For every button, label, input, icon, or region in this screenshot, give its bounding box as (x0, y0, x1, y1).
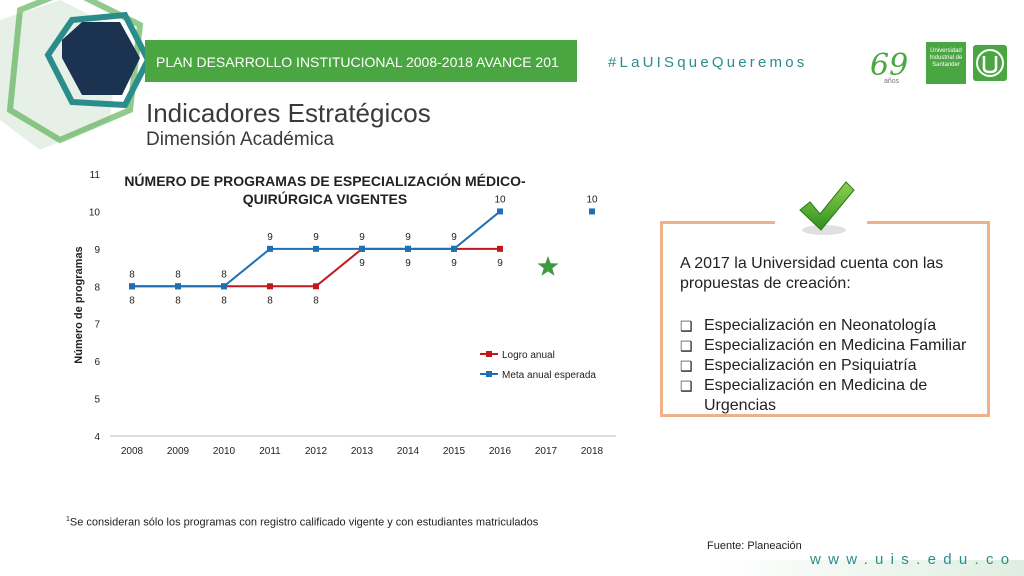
checkbox-icon: ❑ (680, 338, 693, 354)
chart-title: NÚMERO DE PROGRAMAS DE ESPECIALIZACIÓN M… (124, 173, 526, 207)
y-tick-label: 11 (90, 170, 101, 181)
card-list-item-label: Especialización en Medicina Familiar (704, 337, 967, 354)
x-tick-label: 2018 (581, 446, 604, 457)
svg-text:69: 69 (870, 48, 908, 83)
x-tick-label: 2014 (397, 446, 420, 457)
hashtag: #LaUISqueQueremos (608, 54, 808, 71)
data-point-meta (221, 283, 227, 290)
data-label-logro: 8 (313, 295, 319, 306)
data-label-logro: 9 (451, 258, 457, 269)
anniversary-logo: 69 (870, 48, 908, 83)
card-list: ❑ Especialización en Neonatología ❑ Especia… (680, 316, 990, 416)
data-label-logro: 8 (129, 295, 135, 306)
data-label-meta: 8 (221, 269, 227, 280)
anniversary-logo-text: años (884, 78, 900, 85)
footnote-text: Se consideran sólo los programas con reg… (69, 516, 539, 529)
data-label-logro: 8 (175, 295, 181, 306)
data-label-meta: 9 (359, 232, 365, 243)
data-point-meta (175, 283, 181, 290)
uis-seal-logo (973, 45, 1007, 81)
info-card (660, 221, 990, 417)
star-marker (537, 255, 559, 276)
y-tick-label: 5 (94, 395, 100, 406)
card-list-item-label: Especialización en Psiquiatría (704, 357, 917, 374)
checkmark-icon (799, 181, 855, 235)
data-label-meta: 9 (451, 232, 457, 243)
data-label-meta: 9 (405, 232, 411, 243)
data-point-logro (497, 245, 503, 252)
data-label-meta: 9 (267, 232, 273, 243)
card-list-item: ❑ Especialización en Psiquiatría (680, 356, 990, 376)
x-tick-label: 2015 (443, 446, 466, 457)
x-tick-label: 2009 (167, 446, 190, 457)
hexagon-decoration (0, 0, 152, 150)
data-point-meta (313, 245, 319, 252)
data-point-meta (451, 245, 457, 252)
data-label-logro: 9 (405, 258, 411, 269)
series-line-logro (132, 247, 500, 288)
x-tick-label: 2012 (305, 446, 328, 457)
page-subtitle: Dimensión Académica (146, 129, 334, 150)
x-tick-label: 2016 (489, 446, 512, 457)
checkbox-icon: ❑ (680, 358, 693, 374)
legend-swatch-marker-logro (486, 351, 492, 357)
legend-label-meta: Meta anual esperada (502, 370, 596, 381)
y-tick-label: 9 (94, 245, 100, 256)
data-point-meta (267, 245, 273, 252)
data-label-meta: 8 (175, 269, 181, 280)
data-point-meta (405, 245, 411, 252)
x-tick-label: 2008 (121, 446, 144, 457)
checkbox-icon: ❑ (680, 378, 693, 394)
page-title: Indicadores Estratégicos (146, 98, 431, 128)
data-label-logro: 8 (221, 295, 227, 306)
x-tick-label: 2011 (259, 446, 281, 457)
data-label-meta: 9 (313, 232, 319, 243)
data-label-logro: 8 (267, 295, 273, 306)
card-list-item-label: Especialización en Medicina de Urgencias (704, 377, 928, 414)
website-url: www.uis.edu.co (810, 551, 1017, 568)
data-point-meta (359, 245, 365, 252)
y-tick-label: 6 (94, 357, 100, 368)
x-tick-label: 2010 (213, 446, 236, 457)
source-text: Fuente: Planeación (707, 540, 802, 552)
data-label-logro: 9 (359, 258, 365, 269)
data-point-meta (589, 208, 595, 215)
data-point-logro (267, 283, 273, 290)
hexagon-green-stroke (6, 0, 144, 144)
data-point-meta (129, 283, 135, 290)
data-label-meta: 10 (586, 194, 598, 205)
data-label-meta: 8 (129, 269, 135, 280)
data-label-meta: 10 (494, 194, 506, 205)
card-list-item: ❑ Especialización en Neonatología (680, 316, 990, 336)
footnote: 1Se consideran sólo los programas con re… (66, 516, 538, 529)
y-tick-label: 4 (94, 432, 100, 443)
y-tick-label: 8 (94, 282, 100, 293)
line-chart: 4 5 6 7 8 9 10 11 2008 2009 2010 2011 2012 2013 2014 20… (73, 170, 616, 457)
card-intro-text: A 2017 la Universidad cuenta con las pro… (680, 255, 944, 292)
bottom-stripe (0, 560, 1024, 576)
legend-label-logro: Logro anual (502, 350, 555, 361)
hexagon-navy (62, 22, 140, 95)
x-tick-label: 2017 (535, 446, 558, 457)
banner-text: PLAN DESARROLLO INSTITUCIONAL 2008-2018 … (156, 54, 559, 70)
uis-logo: Universidad Industrial de Santander (926, 42, 966, 84)
y-tick-label: 7 (94, 320, 100, 331)
card-list-item: ❑ Especialización en Medicina Familiar (680, 336, 990, 356)
y-axis-label: Número de programas (73, 246, 85, 363)
card-list-item-label: Especialización en Neonatología (704, 317, 937, 334)
data-label-logro: 9 (497, 258, 503, 269)
x-tick-label: 2013 (351, 446, 374, 457)
footnote-marker: 1 (66, 516, 70, 523)
header-banner (145, 40, 577, 82)
legend-swatch-marker-meta (486, 371, 492, 377)
y-tick-label: 10 (89, 207, 101, 218)
checkbox-icon: ❑ (680, 318, 693, 334)
data-point-logro (313, 283, 319, 290)
card-list-item: ❑ Especialización en Medicina de Urgencia… (680, 376, 990, 416)
data-point-meta (497, 208, 503, 215)
